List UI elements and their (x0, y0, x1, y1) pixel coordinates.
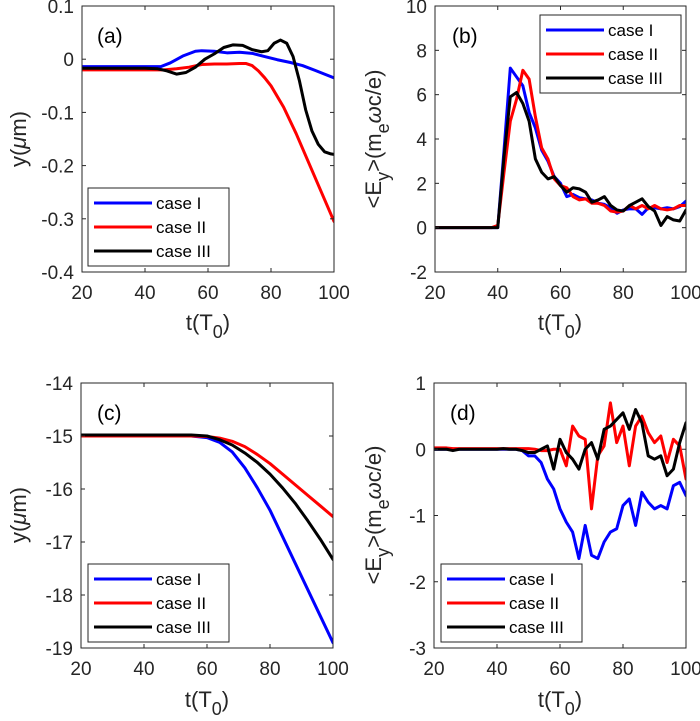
series-line-case-iii (81, 433, 333, 561)
y-axis-label-d: <Ey>(meωc/e) (361, 446, 393, 585)
series-line-case-i (434, 447, 686, 561)
x-tick-label: 60 (550, 283, 571, 304)
x-tick-label: 80 (613, 283, 634, 304)
x-tick-label: 40 (487, 283, 508, 304)
y-tick-label: 0.1 (48, 0, 74, 18)
y-tick-label: 8 (416, 41, 427, 62)
y-axis-label-a: y(μm) (6, 111, 31, 167)
y-axis-label-b: <Ey>(meωc/e) (361, 70, 393, 209)
legend: case I case II case III (440, 563, 583, 643)
legend-label: case I (509, 570, 554, 589)
x-tick-label: 100 (670, 659, 700, 680)
panel-a: (a) y(μm) t(T0) 20 40 60 80 100 -0.4 -0.3 -0.2 -… (6, 0, 350, 342)
series-line-case-iii (434, 408, 686, 478)
x-axis-label-b: t(T0) (538, 310, 582, 342)
x-tick-label: 20 (70, 659, 91, 680)
y-tick-label: 2 (416, 174, 427, 195)
y-tick-label: -2 (410, 263, 427, 284)
x-tick-label: 100 (317, 659, 349, 680)
legend: case I case II case III (539, 14, 682, 94)
legend-label: case I (608, 21, 653, 40)
x-tick-label: 60 (549, 659, 570, 680)
x-tick-label: 20 (423, 659, 444, 680)
panel-tag-c: (c) (97, 402, 122, 425)
legend-label: case III (509, 618, 564, 637)
x-tick-label: 20 (71, 283, 92, 304)
x-tick-label: 60 (196, 659, 217, 680)
legend-label: case III (156, 618, 211, 637)
series-line-case-iii (435, 90, 686, 230)
y-tick-label: -16 (46, 480, 73, 501)
x-tick-label: 40 (134, 283, 155, 304)
legend-label: case II (156, 218, 206, 237)
x-tick-label: 40 (486, 659, 507, 680)
y-tick-label: -1 (409, 507, 426, 528)
legend-label: case II (608, 45, 658, 64)
legend-label: case I (156, 570, 201, 589)
y-tick-label: 6 (416, 86, 427, 107)
x-tick-label: 100 (318, 283, 350, 304)
x-tick-label: 80 (260, 283, 281, 304)
panel-c: (c) y(μm) t(T0) 20 40 60 80 100 -19 -18 -17 -16 -… (6, 374, 349, 719)
legend-label: case III (608, 69, 663, 88)
y-tick-label: -0.2 (41, 157, 74, 178)
y-tick-label: -0.1 (41, 103, 74, 124)
legend: case I case II case III (87, 563, 230, 643)
y-tick-label: -18 (46, 586, 73, 607)
panel-tag-b: (b) (452, 25, 478, 48)
panel-b: (b) <Ey>(meωc/e) t(T0) 20 40 60 80 100 -2 0 2 4 6… (361, 0, 700, 342)
x-axis-label-c: t(T0) (185, 687, 229, 719)
legend: case I case II case III (87, 187, 230, 267)
legend-label: case II (509, 594, 559, 613)
y-tick-label: -14 (46, 374, 74, 395)
y-axis-label-c: y(μm) (6, 487, 31, 543)
y-tick-label: 4 (416, 130, 427, 151)
panel-tag-a: (a) (97, 25, 123, 48)
y-tick-label: 0 (415, 440, 426, 461)
x-tick-label: 40 (133, 659, 154, 680)
x-tick-label: 100 (670, 283, 700, 304)
y-tick-label: -0.3 (41, 210, 74, 231)
y-tick-label: -2 (409, 573, 426, 594)
legend-label: case I (156, 194, 201, 213)
y-tick-label: 0 (416, 219, 427, 240)
y-tick-label: 0 (63, 50, 74, 71)
x-axis-label-d: t(T0) (538, 687, 582, 719)
y-tick-label: 10 (406, 0, 427, 18)
y-tick-label: -0.4 (41, 263, 74, 284)
x-axis-label-a: t(T0) (186, 310, 230, 342)
x-tick-label: 80 (612, 659, 633, 680)
series-line-case-iii (82, 38, 334, 156)
x-tick-label: 20 (424, 283, 445, 304)
x-tick-label: 80 (259, 659, 280, 680)
series-line-case-ii (435, 68, 686, 230)
panel-tag-d: (d) (450, 402, 476, 425)
series-line-case-i (82, 49, 334, 80)
y-tick-label: -17 (46, 533, 73, 554)
y-tick-label: -15 (46, 427, 73, 448)
panel-d: (d) <Ey>(meωc/e) t(T0) 20 40 60 80 100 -3 -2 -1… (361, 374, 700, 719)
y-tick-label: -19 (46, 639, 73, 660)
legend-label: case II (156, 594, 206, 613)
x-tick-label: 60 (197, 283, 218, 304)
y-tick-label: -3 (409, 639, 426, 660)
y-tick-label: 1 (415, 374, 426, 395)
legend-label: case III (156, 242, 211, 261)
